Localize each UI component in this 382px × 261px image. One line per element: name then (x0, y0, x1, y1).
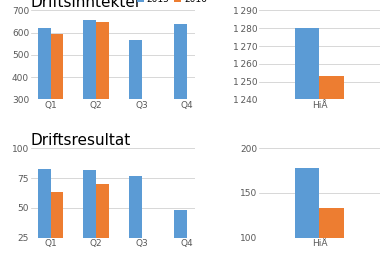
Bar (51, 34, 63, 166)
Text: Driftsinntekter: Driftsinntekter (31, 0, 142, 10)
Bar (96, 22, 109, 166)
Bar (319, 208, 344, 261)
Bar (38, 169, 51, 261)
Bar (84, 20, 96, 166)
Bar (84, 170, 96, 261)
Bar (295, 28, 319, 261)
Bar (319, 76, 344, 261)
Bar (129, 40, 142, 166)
Bar (38, 28, 51, 166)
Bar (175, 24, 187, 166)
Bar (295, 168, 319, 261)
Legend: 2015, 2016: 2015, 2016 (137, 0, 207, 4)
Text: Driftsresultat: Driftsresultat (31, 133, 131, 149)
Bar (51, 192, 63, 261)
Bar (96, 184, 109, 261)
Bar (129, 176, 142, 261)
Bar (175, 210, 187, 261)
